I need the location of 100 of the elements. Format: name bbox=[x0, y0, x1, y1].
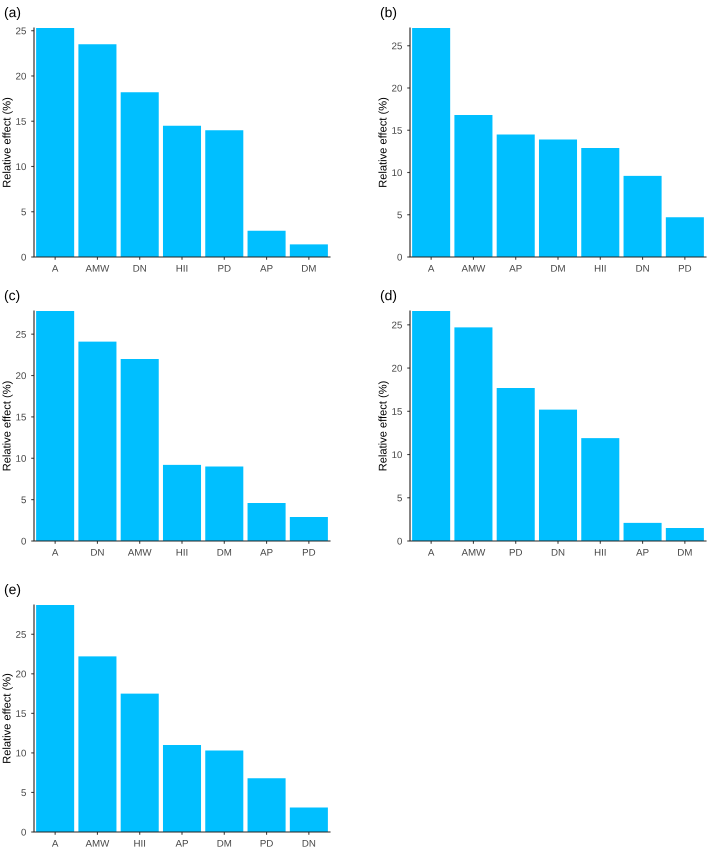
bar bbox=[78, 342, 116, 541]
x-tick-label: DN bbox=[133, 264, 146, 272]
y-tick-label: 25 bbox=[16, 631, 26, 638]
y-tick-label: 10 bbox=[392, 451, 402, 458]
x-tick-label: PD bbox=[260, 840, 273, 847]
x-tick-label: DM bbox=[218, 548, 232, 556]
x-tick-label: A bbox=[428, 264, 434, 272]
x-tick-label: DM bbox=[678, 548, 692, 556]
chart-title: (a) bbox=[4, 7, 20, 20]
x-tick-label: HII bbox=[134, 840, 146, 847]
y-tick-label: 0 bbox=[397, 538, 402, 545]
bar bbox=[454, 115, 492, 257]
bar bbox=[496, 134, 535, 257]
x-tick-label: DN bbox=[552, 548, 564, 556]
bar bbox=[248, 502, 286, 541]
x-tick-label: AP bbox=[509, 264, 522, 272]
x-tick-label: AP bbox=[176, 840, 188, 847]
bar bbox=[454, 327, 492, 541]
x-tick-label: PD bbox=[218, 264, 231, 272]
chart-title: (e) bbox=[4, 584, 20, 597]
bar bbox=[538, 140, 578, 257]
x-tick-label: PD bbox=[678, 264, 692, 272]
x-tick-label: DN bbox=[91, 548, 104, 556]
y-axis-title: Relative effect (%) bbox=[2, 381, 13, 470]
y-tick-label: 0 bbox=[21, 538, 26, 545]
x-tick-label: DM bbox=[218, 840, 232, 847]
chart-title: (c) bbox=[4, 290, 20, 303]
bar bbox=[290, 244, 328, 257]
x-tick-label: HII bbox=[176, 548, 188, 556]
bar bbox=[290, 807, 328, 832]
bar bbox=[162, 464, 202, 541]
y-tick-label: 0 bbox=[397, 254, 402, 261]
x-tick-label: AMW bbox=[128, 548, 152, 556]
bar bbox=[162, 744, 202, 832]
bar bbox=[538, 410, 578, 541]
bar bbox=[120, 92, 159, 257]
y-tick-label: 0 bbox=[21, 254, 26, 261]
y-tick-label: 15 bbox=[392, 127, 402, 134]
bar bbox=[36, 28, 74, 257]
bar bbox=[581, 438, 620, 541]
y-tick-label: 25 bbox=[16, 27, 26, 34]
y-tick-label: 15 bbox=[392, 408, 402, 415]
bar bbox=[162, 126, 202, 257]
y-tick-label: 10 bbox=[16, 750, 26, 757]
x-tick-label: HII bbox=[594, 264, 606, 272]
x-tick-label: DN bbox=[636, 264, 649, 272]
y-tick-label: 25 bbox=[392, 322, 402, 328]
x-tick-label: AP bbox=[636, 548, 649, 556]
bar bbox=[412, 28, 450, 257]
y-tick-label: 20 bbox=[392, 364, 402, 372]
y-tick-label: 20 bbox=[16, 72, 26, 80]
y-tick-label: 20 bbox=[16, 372, 26, 380]
bar bbox=[581, 148, 620, 257]
x-tick-label: AMW bbox=[462, 264, 486, 272]
y-axis-title: Relative effect (%) bbox=[378, 98, 389, 187]
bar bbox=[496, 388, 535, 541]
bar bbox=[412, 311, 450, 541]
y-tick-label: 20 bbox=[392, 84, 402, 92]
bar bbox=[205, 466, 244, 541]
bar bbox=[248, 778, 286, 832]
bar bbox=[205, 130, 244, 257]
x-tick-label: A bbox=[52, 840, 58, 847]
x-tick-label: DM bbox=[551, 264, 565, 272]
chart-title: (b) bbox=[380, 7, 396, 20]
x-tick-label: AP bbox=[260, 548, 273, 556]
bar bbox=[78, 44, 116, 257]
y-tick-label: 10 bbox=[16, 163, 26, 170]
bar bbox=[666, 528, 704, 541]
bar bbox=[290, 517, 328, 541]
y-tick-label: 15 bbox=[16, 414, 26, 421]
bar bbox=[120, 358, 159, 541]
x-tick-label: DM bbox=[302, 264, 316, 272]
x-tick-label: PD bbox=[510, 548, 522, 556]
bar bbox=[666, 217, 704, 257]
bar bbox=[624, 522, 662, 541]
x-tick-label: A bbox=[52, 548, 58, 556]
x-tick-label: AMW bbox=[86, 840, 110, 847]
y-tick-label: 10 bbox=[16, 455, 26, 462]
bar bbox=[36, 311, 74, 541]
bar bbox=[36, 605, 74, 832]
bar bbox=[624, 176, 662, 257]
x-tick-label: AMW bbox=[462, 548, 486, 556]
y-tick-label: 25 bbox=[392, 42, 402, 50]
x-tick-label: AMW bbox=[86, 264, 110, 272]
y-tick-label: 25 bbox=[16, 330, 26, 338]
y-axis-title: Relative effect (%) bbox=[2, 674, 13, 763]
y-tick-label: 20 bbox=[16, 670, 26, 678]
bar bbox=[205, 750, 244, 832]
bar bbox=[120, 694, 159, 832]
x-tick-label: AP bbox=[260, 264, 273, 272]
y-tick-label: 5 bbox=[21, 789, 26, 796]
x-tick-label: DN bbox=[302, 840, 316, 847]
x-tick-label: PD bbox=[302, 548, 316, 556]
x-tick-label: A bbox=[428, 548, 434, 556]
y-tick-label: 10 bbox=[392, 169, 402, 176]
y-tick-label: 15 bbox=[16, 710, 26, 717]
chart-title: (d) bbox=[380, 290, 396, 303]
y-axis-title: Relative effect (%) bbox=[378, 381, 389, 470]
y-tick-label: 5 bbox=[21, 208, 26, 216]
x-tick-label: HII bbox=[594, 548, 606, 556]
